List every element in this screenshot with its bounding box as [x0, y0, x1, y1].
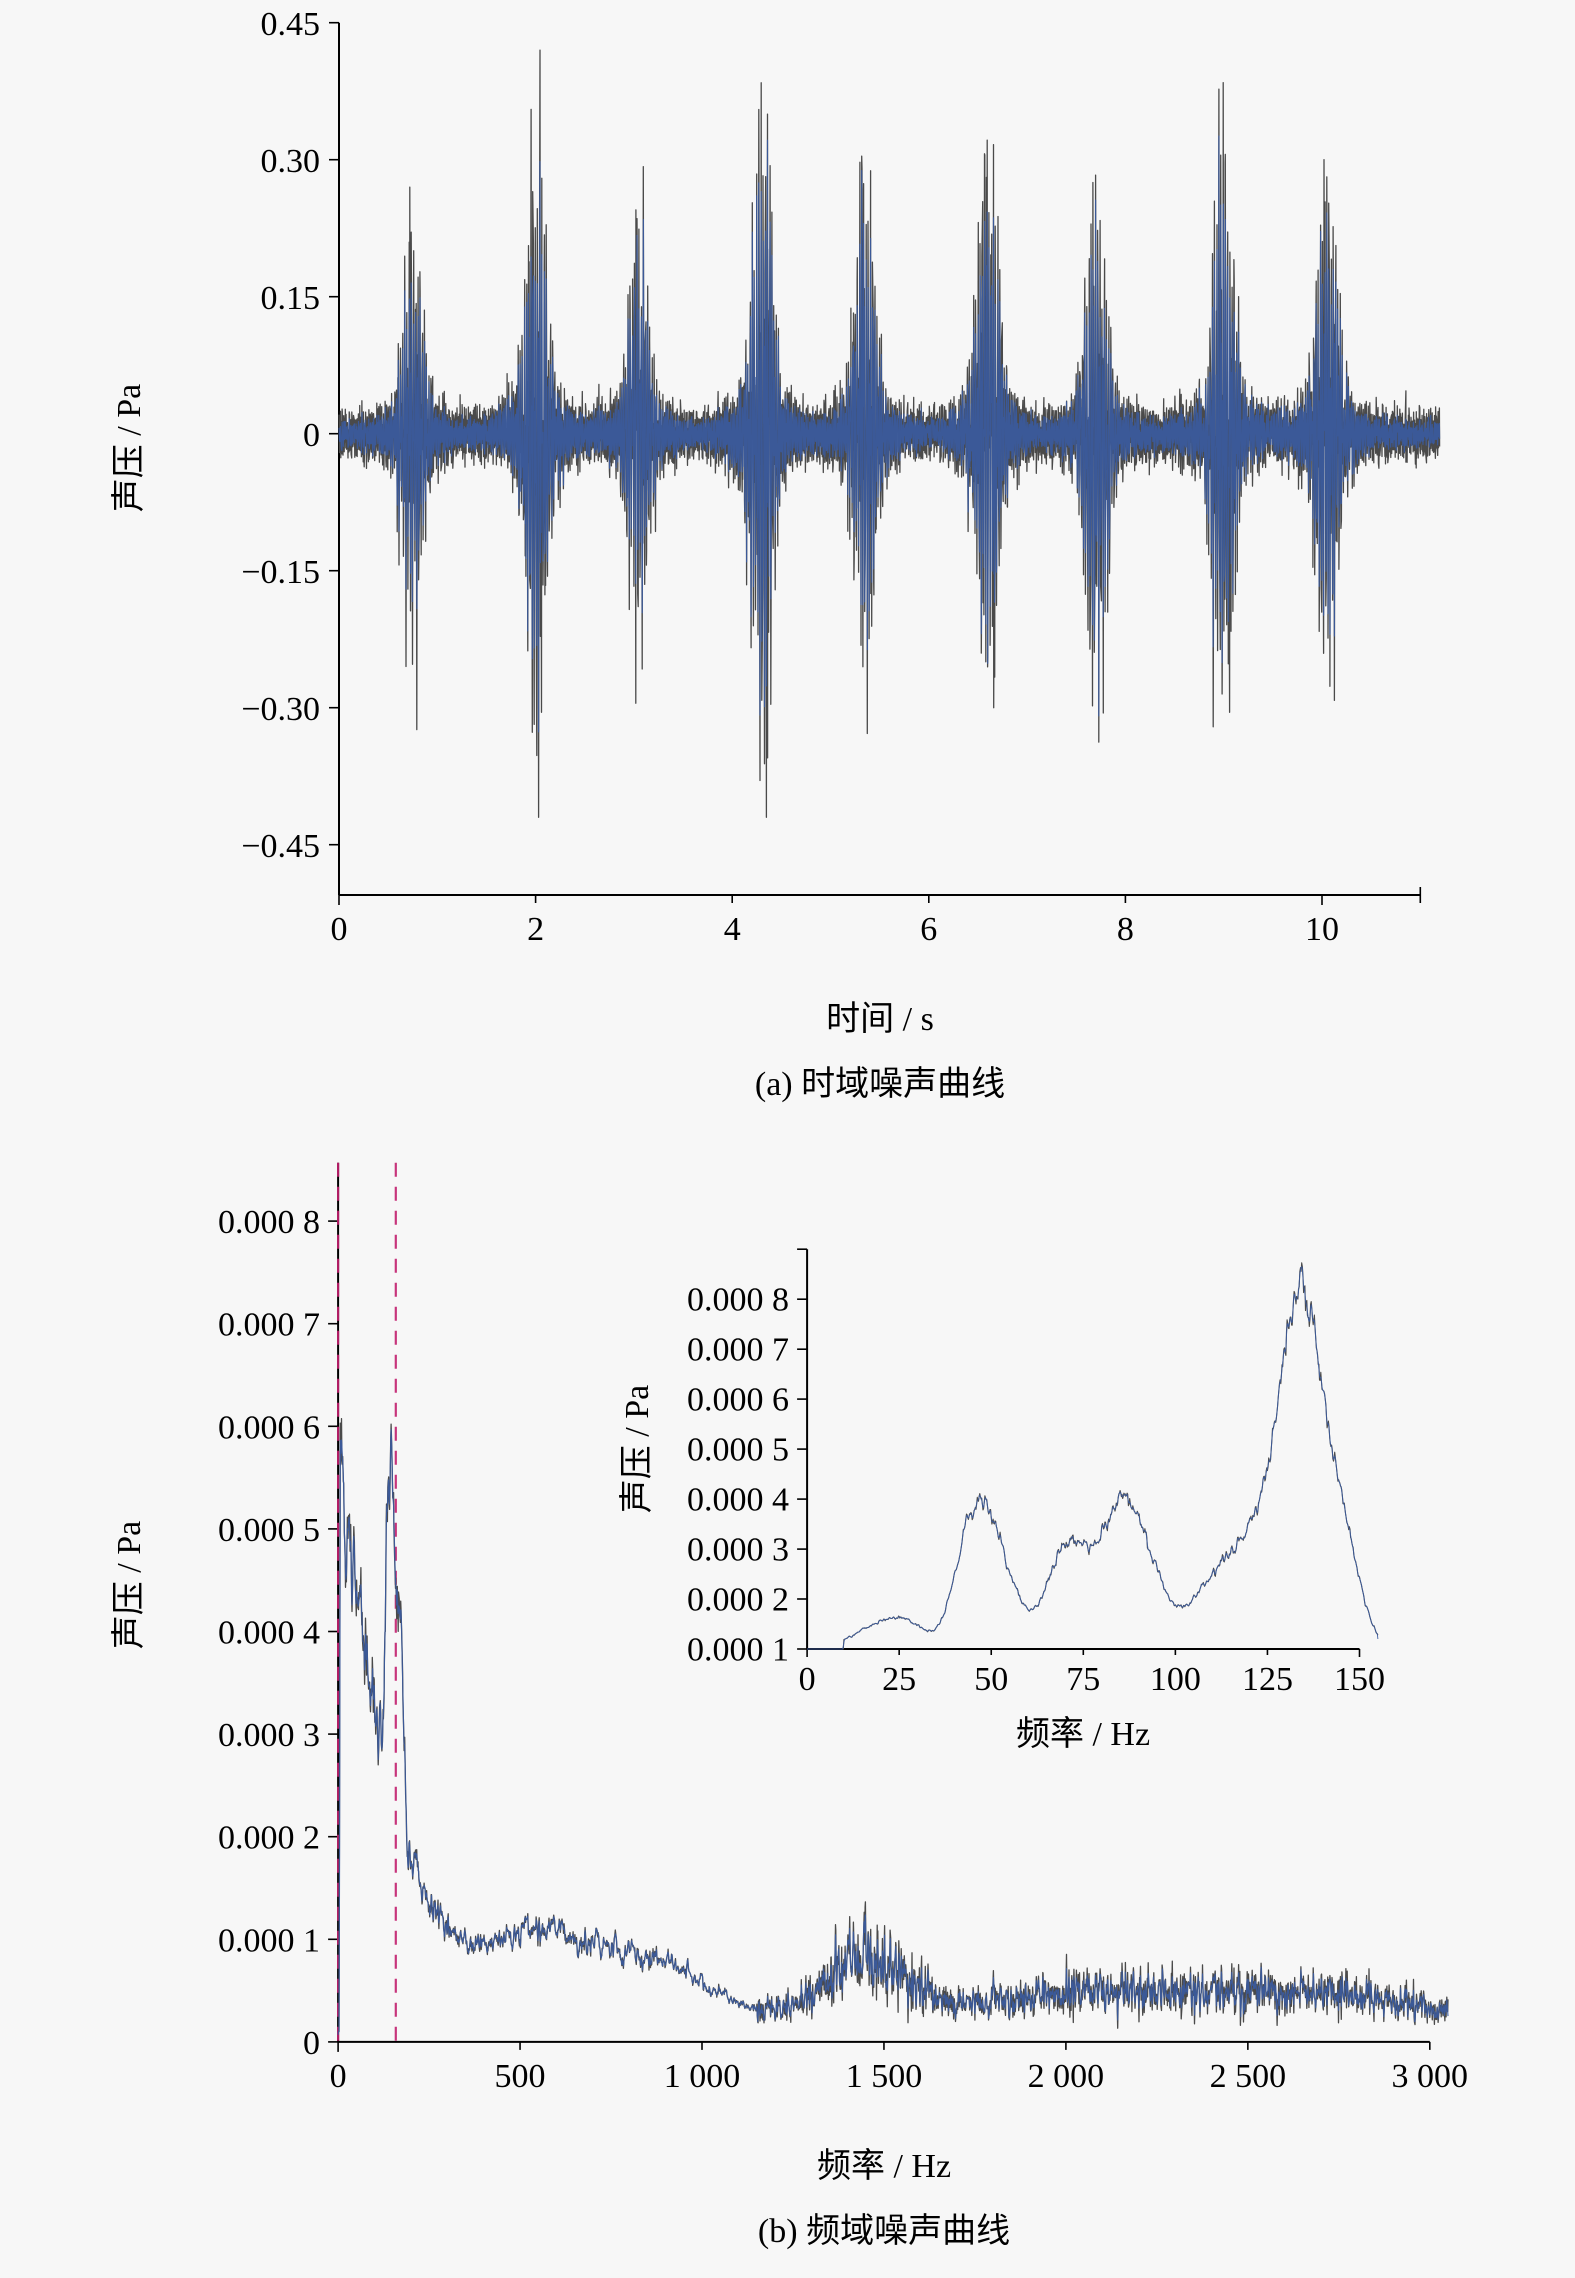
svg-text:0: 0: [303, 2025, 320, 2062]
svg-text:150: 150: [1334, 1661, 1385, 1698]
svg-text:0.000 4: 0.000 4: [687, 1482, 789, 1519]
svg-text:3 000: 3 000: [1392, 2058, 1469, 2095]
svg-text:0: 0: [331, 911, 348, 948]
svg-text:0.000 1: 0.000 1: [687, 1632, 789, 1669]
svg-text:−0.30: −0.30: [241, 691, 320, 728]
svg-text:500: 500: [495, 2058, 546, 2095]
svg-text:0.000 1: 0.000 1: [218, 1922, 320, 1959]
svg-text:0.000 5: 0.000 5: [687, 1432, 789, 1469]
svg-text:声压 / Pa: 声压 / Pa: [618, 1385, 656, 1513]
svg-text:10: 10: [1305, 911, 1339, 948]
svg-text:频率 / Hz: 频率 / Hz: [817, 2147, 951, 2185]
svg-text:0.000 4: 0.000 4: [218, 1615, 320, 1652]
svg-text:100: 100: [1150, 1661, 1201, 1698]
svg-text:75: 75: [1066, 1661, 1100, 1698]
svg-text:0.000 6: 0.000 6: [218, 1409, 320, 1446]
svg-text:0: 0: [330, 2058, 347, 2095]
svg-text:−0.15: −0.15: [241, 554, 320, 591]
svg-text:时间 / s: 时间 / s: [826, 1001, 934, 1038]
svg-text:4: 4: [724, 911, 741, 948]
svg-text:0.000 2: 0.000 2: [687, 1582, 789, 1619]
svg-text:声压 / Pa: 声压 / Pa: [110, 384, 148, 512]
svg-text:0.45: 0.45: [261, 6, 321, 43]
svg-text:0: 0: [799, 1661, 816, 1698]
svg-text:0.000 2: 0.000 2: [218, 1820, 320, 1857]
svg-text:0.000 8: 0.000 8: [687, 1282, 789, 1319]
svg-text:0.30: 0.30: [261, 143, 321, 180]
svg-text:0.000 6: 0.000 6: [687, 1382, 789, 1419]
svg-text:2: 2: [527, 911, 544, 948]
svg-text:0.000 3: 0.000 3: [687, 1532, 789, 1569]
svg-text:6: 6: [920, 911, 937, 948]
svg-text:0.000 7: 0.000 7: [687, 1332, 789, 1369]
svg-text:声压 / Pa: 声压 / Pa: [110, 1521, 148, 1649]
svg-text:0.000 5: 0.000 5: [218, 1512, 320, 1549]
svg-text:8: 8: [1117, 911, 1134, 948]
svg-text:2 500: 2 500: [1210, 2058, 1287, 2095]
svg-text:1 000: 1 000: [664, 2058, 741, 2095]
svg-text:0.000 7: 0.000 7: [218, 1307, 320, 1344]
svg-text:0.15: 0.15: [261, 280, 321, 317]
svg-text:50: 50: [974, 1661, 1008, 1698]
svg-text:1 500: 1 500: [846, 2058, 923, 2095]
svg-text:25: 25: [882, 1661, 916, 1698]
svg-text:(b) 频域噪声曲线: (b) 频域噪声曲线: [758, 2212, 1010, 2250]
svg-text:−0.45: −0.45: [241, 828, 320, 865]
svg-text:125: 125: [1242, 1661, 1293, 1698]
svg-text:频率 / Hz: 频率 / Hz: [1016, 1715, 1150, 1753]
svg-text:(a) 时域噪声曲线: (a) 时域噪声曲线: [755, 1065, 1005, 1103]
svg-text:0.000 3: 0.000 3: [218, 1717, 320, 1754]
svg-text:2 000: 2 000: [1028, 2058, 1105, 2095]
svg-text:0: 0: [303, 417, 320, 454]
svg-text:0.000 8: 0.000 8: [218, 1204, 320, 1241]
